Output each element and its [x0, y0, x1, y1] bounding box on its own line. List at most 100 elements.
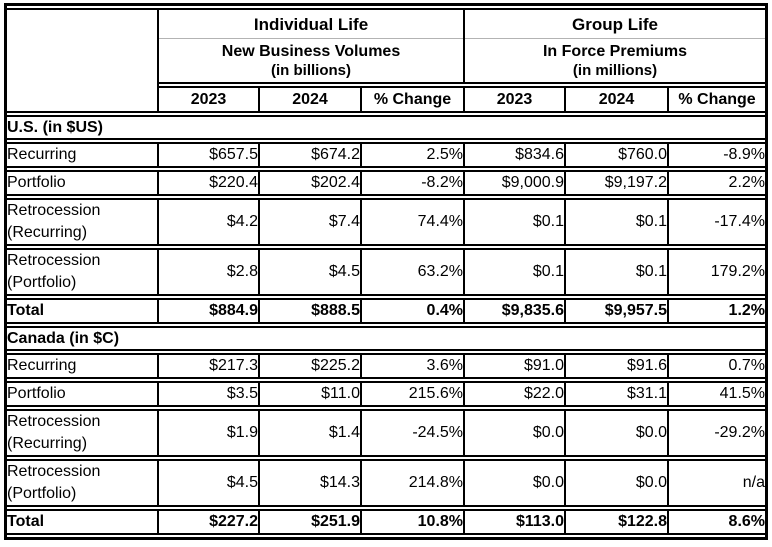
table-row: Recurring $657.5 $674.2 2.5% $834.6 $760.0 -8.…: [7, 142, 766, 168]
cell-value: $0.1: [566, 198, 670, 246]
year-header: 2024: [566, 86, 670, 113]
cell-value: $0.1: [566, 248, 670, 296]
row-label: Total: [7, 509, 159, 535]
group-unit: (in millions): [572, 62, 658, 79]
year-header-row: 2023 2024 % Change 2023 2024 % Change: [7, 86, 766, 113]
cell-value: $657.5: [159, 142, 260, 168]
cell-value: $14.3: [260, 459, 362, 507]
cell-value: $0.0: [465, 459, 567, 507]
cell-value: 10.8%: [362, 509, 466, 535]
section-header-label: Canada (in $C): [7, 326, 766, 351]
cell-value: 2.2%: [669, 170, 766, 196]
individual-life-header: Individual Life New Business Volumes (in…: [159, 8, 466, 84]
table-row: Portfolio $220.4 $202.4 -8.2% $9,000.9 $9,197…: [7, 170, 766, 196]
cell-value: 1.2%: [669, 298, 766, 324]
cell-value: 8.6%: [669, 509, 766, 535]
cell-value: $0.0: [566, 459, 670, 507]
group-title: Individual Life: [159, 13, 464, 39]
group-unit: (in billions): [271, 62, 351, 79]
cell-value: $9,197.2: [566, 170, 670, 196]
cell-value: 214.8%: [362, 459, 466, 507]
pct-change-header: % Change: [669, 86, 766, 113]
cell-value: $91.0: [465, 353, 567, 379]
year-header: 2023: [465, 86, 567, 113]
cell-value: -17.4%: [669, 198, 766, 246]
cell-value: 3.6%: [362, 353, 466, 379]
cell-value: $0.0: [465, 409, 567, 457]
cell-value: $1.4: [260, 409, 362, 457]
row-label: Portfolio: [7, 381, 159, 407]
section-row: U.S. (in $US): [7, 115, 766, 140]
table-row: Recurring $217.3 $225.2 3.6% $91.0 $91.6 0.7%: [7, 353, 766, 379]
cell-value: $220.4: [159, 170, 260, 196]
year-header: 2023: [159, 86, 260, 113]
cell-value: -24.5%: [362, 409, 466, 457]
cell-value: $91.6: [566, 353, 670, 379]
cell-value: 41.5%: [669, 381, 766, 407]
row-label: Retrocession (Portfolio): [7, 459, 159, 507]
row-label: Retrocession (Recurring): [7, 198, 159, 246]
cell-value: $4.2: [159, 198, 260, 246]
cell-value: $0.1: [465, 198, 567, 246]
cell-value: $3.5: [159, 381, 260, 407]
cell-value: $674.2: [260, 142, 362, 168]
cell-value: $9,835.6: [465, 298, 567, 324]
section-row: Canada (in $C): [7, 326, 766, 351]
reinsurance-survey-table: Individual Life New Business Volumes (in…: [4, 3, 769, 540]
row-label: Recurring: [7, 142, 159, 168]
cell-value: $9,000.9: [465, 170, 567, 196]
table-row: Total $884.9 $888.5 0.4% $9,835.6 $9,957.5 1.2…: [7, 298, 766, 324]
cell-value: 63.2%: [362, 248, 466, 296]
group-header-row: Individual Life New Business Volumes (in…: [7, 8, 766, 113]
cell-value: $1.9: [159, 409, 260, 457]
cell-value: -8.2%: [362, 170, 466, 196]
table-body: U.S. (in $US) Recurring $657.5 $674.2 2.5% $8…: [7, 115, 766, 535]
cell-value: -8.9%: [669, 142, 766, 168]
cell-value: $2.8: [159, 248, 260, 296]
cell-value: $7.4: [260, 198, 362, 246]
cell-value: n/a: [669, 459, 766, 507]
cell-value: $251.9: [260, 509, 362, 535]
row-label: Total: [7, 298, 159, 324]
cell-value: $31.1: [566, 381, 670, 407]
cell-value: $884.9: [159, 298, 260, 324]
cell-value: $4.5: [159, 459, 260, 507]
cell-value: $11.0: [260, 381, 362, 407]
cell-value: -29.2%: [669, 409, 766, 457]
table-row: Retrocession (Portfolio) $2.8 $4.5 63.2% $0.…: [7, 248, 766, 296]
cell-value: 74.4%: [362, 198, 466, 246]
table-row: Retrocession (Recurring) $1.9 $1.4 -24.5% $0…: [7, 409, 766, 457]
group-life-header: Group Life In Force Premiums (in million…: [465, 8, 766, 84]
group-subtitle: New Business Volumes: [221, 43, 401, 60]
cell-value: $0.0: [566, 409, 670, 457]
table-row: Retrocession (Recurring) $4.2 $7.4 74.4% $0.…: [7, 198, 766, 246]
cell-value: $4.5: [260, 248, 362, 296]
group-title: Group Life: [465, 13, 766, 39]
cell-value: 179.2%: [669, 248, 766, 296]
cell-value: 2.5%: [362, 142, 466, 168]
cell-value: $225.2: [260, 353, 362, 379]
table-row: Total $227.2 $251.9 10.8% $113.0 $122.8 8.6%: [7, 509, 766, 535]
section-header-label: U.S. (in $US): [7, 115, 766, 140]
row-label: Retrocession (Portfolio): [7, 248, 159, 296]
cell-value: 215.6%: [362, 381, 466, 407]
cell-value: $217.3: [159, 353, 260, 379]
cell-value: $9,957.5: [566, 298, 670, 324]
cell-value: 0.4%: [362, 298, 466, 324]
group-subtitle: In Force Premiums: [542, 43, 688, 60]
cell-value: $202.4: [260, 170, 362, 196]
row-label: Portfolio: [7, 170, 159, 196]
cell-value: $834.6: [465, 142, 567, 168]
row-label: Recurring: [7, 353, 159, 379]
cell-value: $122.8: [566, 509, 670, 535]
corner-cell: [7, 8, 159, 113]
table-row: Retrocession (Portfolio) $4.5 $14.3 214.8% $…: [7, 459, 766, 507]
row-label: Retrocession (Recurring): [7, 409, 159, 457]
cell-value: $888.5: [260, 298, 362, 324]
cell-value: $113.0: [465, 509, 567, 535]
cell-value: $22.0: [465, 381, 567, 407]
cell-value: $0.1: [465, 248, 567, 296]
cell-value: 0.7%: [669, 353, 766, 379]
cell-value: $760.0: [566, 142, 670, 168]
